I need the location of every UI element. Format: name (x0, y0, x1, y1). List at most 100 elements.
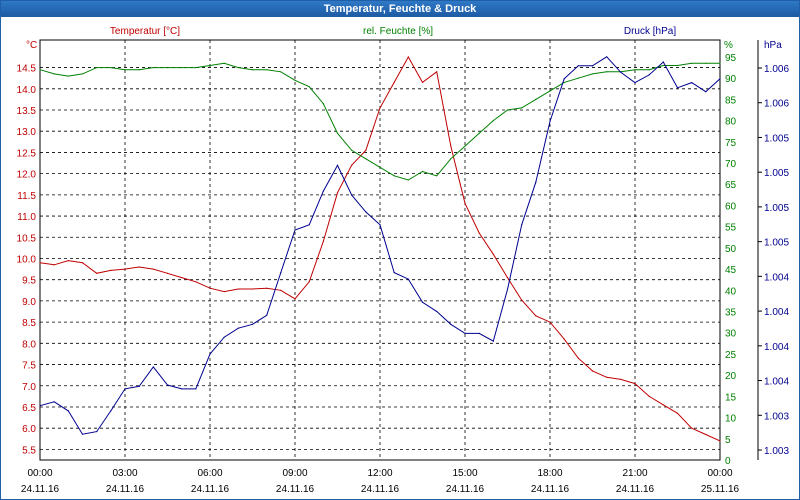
humidity-data-point (138, 69, 140, 71)
humidity-data-point (492, 120, 494, 122)
x-tick-time-label: 00:00 (27, 468, 52, 479)
y-tick-label-temperature: 13.0 (17, 127, 37, 138)
y-tick-label-humidity: 95 (725, 53, 737, 64)
humidity-data-point (450, 158, 452, 160)
y-tick-label-humidity: 55 (725, 223, 737, 234)
y-tick-label-pressure: 1.005 (764, 168, 789, 179)
x-tick-time-label: 00:00 (707, 468, 732, 479)
y-tick-label-temperature: 7.0 (22, 382, 36, 393)
temperature-data-point (308, 281, 310, 283)
pressure-data-point (195, 388, 197, 390)
humidity-data-point (506, 109, 509, 111)
y-tick-label-humidity: 80 (725, 117, 737, 128)
pressure-data-point (336, 164, 339, 166)
pressure-data-point (96, 430, 98, 433)
x-tick-date-label: 24.11.16 (616, 484, 655, 495)
humidity-unit-label: % (724, 40, 733, 51)
pressure-data-point (648, 74, 650, 76)
x-tick-date-label: 24.11.16 (191, 484, 230, 495)
pressure-data-point (492, 340, 494, 342)
humidity-data-point (393, 175, 395, 177)
pressure-data-point (379, 224, 381, 226)
pressure-data-point (110, 410, 112, 412)
y-tick-label-temperature: 6.0 (22, 424, 36, 435)
y-tick-label-temperature: 8.0 (22, 339, 36, 350)
y-tick-label-pressure: 1.004 (764, 377, 789, 388)
temperature-data-point (705, 433, 707, 436)
humidity-data-point (294, 79, 296, 81)
y-tick-label-temperature: 14.5 (17, 64, 37, 75)
temperature-data-point (294, 298, 296, 300)
x-tick-time-label: 18:00 (537, 468, 562, 479)
humidity-data-point (705, 62, 707, 64)
temperature-data-point (81, 262, 84, 264)
humidity-data-point (648, 69, 650, 71)
pressure-data-point (393, 272, 395, 274)
temperature-data-point (407, 56, 409, 58)
humidity-data-point (266, 69, 268, 71)
pressure-data-point (676, 87, 679, 89)
y-tick-label-temperature: 13.5 (17, 106, 37, 117)
y-tick-label-pressure: 1.004 (764, 307, 789, 318)
y-tick-label-humidity: 70 (725, 159, 737, 170)
pressure-data-point (620, 71, 622, 73)
humidity-data-point (577, 77, 579, 79)
humidity-data-point (96, 66, 98, 69)
y-tick-label-humidity: 45 (725, 265, 737, 276)
pressure-data-point (124, 388, 126, 390)
temperature-data-point (124, 268, 126, 270)
pressure-data-point (81, 433, 84, 435)
x-tick-date-label: 24.11.16 (446, 484, 485, 495)
temperature-data-point (577, 357, 579, 359)
humidity-data-point (379, 166, 381, 168)
pressure-axis-label: Druck [hPa] (624, 26, 676, 37)
y-tick-label-temperature: 10.5 (17, 233, 37, 244)
temperature-data-point (379, 107, 381, 109)
humidity-data-point (606, 71, 608, 73)
temperature-data-point (365, 149, 367, 151)
pressure-data-point (138, 385, 140, 387)
pressure-data-point (719, 78, 721, 80)
pressure-data-point (152, 366, 154, 368)
y-tick-label-pressure: 1.003 (764, 446, 789, 457)
temperature-data-point (336, 192, 339, 194)
window-title: Temperatur, Feuchte & Druck (1, 1, 799, 17)
temperature-data-point (181, 276, 183, 279)
pressure-data-point (39, 405, 41, 407)
x-tick-date-label: 24.11.16 (276, 484, 315, 495)
temperature-data-point (662, 404, 664, 406)
pressure-data-point (464, 332, 466, 334)
temperature-data-point (478, 232, 480, 234)
temperature-data-point (251, 288, 254, 290)
y-tick-label-temperature: 10.0 (17, 254, 37, 265)
temperature-axis-label: Temperatur [°C] (110, 26, 180, 37)
y-tick-label-pressure: 1.005 (764, 203, 789, 214)
temperature-unit-label: °C (26, 40, 37, 51)
y-tick-label-humidity: 75 (725, 138, 737, 149)
temperature-data-point (634, 383, 636, 385)
humidity-data-point (336, 132, 339, 134)
y-tick-label-temperature: 7.5 (22, 361, 36, 372)
temperature-data-point (492, 253, 494, 255)
pressure-data-point (308, 224, 310, 226)
x-tick-time-label: 06:00 (197, 468, 222, 479)
humidity-data-point (662, 64, 664, 67)
humidity-data-point (676, 64, 679, 67)
temperature-data-point (96, 272, 98, 274)
y-tick-label-temperature: 9.5 (22, 276, 36, 287)
temperature-data-point (464, 202, 466, 204)
humidity-data-point (634, 69, 636, 71)
pressure-data-point (365, 211, 367, 213)
temperature-data-point (563, 338, 565, 340)
humidity-data-point (719, 62, 721, 64)
y-tick-label-pressure: 1.006 (764, 99, 789, 110)
humidity-data-point (407, 179, 409, 181)
temperature-data-point (421, 81, 424, 84)
x-tick-time-label: 15:00 (452, 468, 477, 479)
humidity-data-point (464, 145, 466, 147)
pressure-data-point (705, 91, 707, 93)
pressure-data-point (53, 401, 55, 403)
pressure-data-point (223, 336, 225, 338)
humidity-data-point (351, 149, 353, 151)
humidity-data-point (478, 132, 480, 134)
